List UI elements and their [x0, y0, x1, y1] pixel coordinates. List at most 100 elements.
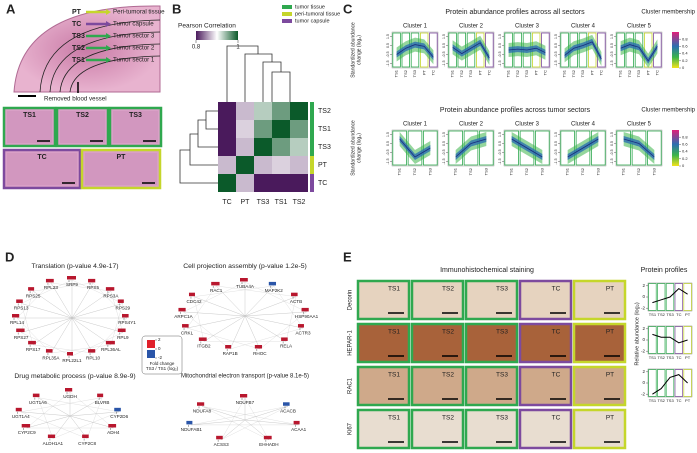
y-tick-label: 0.5: [554, 43, 558, 48]
x-tick-label: TS2: [459, 69, 464, 77]
heatmap-cell: [254, 156, 272, 174]
tile-label: TS1: [388, 415, 400, 422]
network-edge: [32, 317, 73, 346]
y-axis-label: change (log₂): [356, 133, 362, 163]
tile-label: PT: [606, 329, 614, 336]
membership-colorbar: [672, 32, 679, 68]
network-edge: [71, 303, 123, 319]
y-tick-label: 0.5: [442, 43, 446, 48]
x-tick-label: TS2: [412, 167, 417, 175]
y-tick-label: -0.5: [498, 51, 502, 57]
tile-label: PT: [606, 372, 614, 379]
network-edge: [21, 303, 73, 319]
y-tick-label: -0.5: [554, 149, 558, 155]
fold-change-bar: [105, 287, 115, 291]
tile-label: TC: [552, 372, 561, 379]
legend-label: peri-tumoral tissue: [295, 11, 340, 17]
cluster-title: Cluster 5: [627, 24, 652, 30]
membership-band-core: [455, 136, 487, 160]
fold-change-bar: [211, 281, 220, 286]
heatmap-cell: [254, 138, 272, 156]
fold-change-bar: [67, 352, 73, 356]
section-title: Protein profiles: [641, 267, 688, 274]
y-tick-label: -0.5: [442, 149, 446, 155]
x-tick-label: PT: [685, 312, 691, 317]
fold-change-bar: [117, 328, 126, 333]
sector-box: [648, 283, 657, 311]
gene-label: RAP1B: [223, 351, 238, 356]
gene-label: RPS13: [14, 306, 29, 311]
gene-label: RELA: [280, 344, 293, 349]
x-tick-label: TS3: [412, 69, 417, 77]
legend-swatch: [282, 12, 292, 16]
network-edge: [21, 291, 34, 333]
x-tick-label: TS2: [515, 69, 520, 77]
network-edge: [71, 317, 123, 333]
cluster-title: Cluster 4: [571, 122, 596, 128]
cluster-title: Cluster 2: [459, 122, 484, 128]
fold-change-bar: [301, 307, 309, 312]
x-tick-label: TS1: [450, 69, 455, 77]
fold-change-bar: [45, 349, 53, 353]
y-tick-label: -2: [641, 305, 645, 310]
network-title: Cell projection assembly (p-value 1.2e-5…: [183, 263, 307, 270]
y-tick-label: 0: [642, 294, 645, 299]
x-tick-label: PT: [645, 69, 650, 75]
gene-label: TUBA4A: [236, 284, 255, 289]
sector-box: [683, 283, 692, 311]
gene-label: SRP9: [66, 282, 78, 287]
arrow-head: [106, 9, 111, 15]
profile-line: [511, 138, 543, 158]
dendrogram: [226, 45, 259, 102]
tissue-texture: [85, 153, 157, 185]
network-edge: [221, 397, 246, 440]
legend-swatch: [147, 350, 155, 358]
legend-swatch: [282, 5, 292, 9]
colorbar-title: Cluster membership: [641, 10, 695, 16]
legend-tick-label: 0: [158, 346, 161, 351]
cluster-title: Cluster 3: [515, 24, 540, 30]
tile-label: TS3: [496, 415, 508, 422]
y-tick-label: 0.5: [610, 43, 614, 48]
sector-name: Tumor sector 2: [113, 45, 155, 52]
fold-change-bar: [268, 281, 277, 286]
y-tick-label: 1.5: [554, 132, 558, 137]
x-tick-label: PT: [685, 355, 691, 360]
legend-tick-label: -2: [158, 355, 162, 360]
y-tick-label: -1.5: [610, 60, 614, 66]
row-label: TS1: [318, 126, 331, 133]
sector-boundary: [49, 31, 161, 93]
fold-change-bar: [122, 314, 129, 318]
network-edge: [285, 296, 297, 342]
gene-label: ADH4: [107, 430, 120, 435]
y-tick-label: 1.5: [442, 132, 446, 137]
network-edge: [21, 279, 73, 304]
heatmap-cell: [236, 174, 254, 192]
sector-name: Tumor sector 3: [113, 33, 155, 40]
network-edge: [20, 397, 103, 412]
network-edge: [20, 411, 88, 439]
tile-label: PT: [606, 286, 614, 293]
gene-label: RPL35A: [42, 355, 60, 360]
fold-change-bar: [21, 424, 31, 428]
tile-label: TS2: [442, 415, 454, 422]
sector-box: [648, 326, 657, 354]
x-tick-label: TC: [654, 70, 659, 75]
ihc-tile: [572, 279, 627, 321]
x-tick-label: TS2: [468, 167, 473, 175]
network-edge: [33, 282, 94, 292]
tile-label: TC: [37, 154, 46, 161]
heatmap-cell: [272, 138, 290, 156]
colorbar: [196, 31, 238, 40]
y-tick-label: 2: [642, 369, 645, 374]
x-tick-label: TS1: [618, 69, 623, 77]
fold-change-bar: [67, 276, 76, 280]
gene-label: ARPC1A: [174, 314, 193, 319]
y-axis-label: Standardized abundance: [350, 22, 356, 78]
network-edge: [203, 315, 246, 342]
arrow-head: [106, 33, 111, 39]
tile-label: TS3: [496, 372, 508, 379]
tile-label: TC: [552, 286, 561, 293]
profile-line: [652, 333, 688, 344]
gene-label: RHOC: [253, 351, 267, 356]
